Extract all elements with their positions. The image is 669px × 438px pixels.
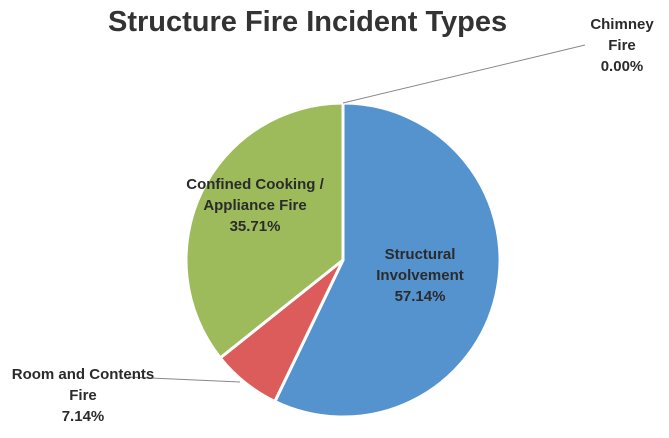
data-label: Structural Involvement 57.14% xyxy=(360,244,480,307)
category-label: Structural Involvement xyxy=(376,246,464,284)
leader-line xyxy=(127,376,241,383)
category-label: Chimney Fire xyxy=(590,16,654,54)
data-label: Confined Cooking / Appliance Fire 35.71% xyxy=(185,174,325,237)
category-label: Confined Cooking / Appliance Fire xyxy=(186,176,324,214)
data-label: Chimney Fire 0.00% xyxy=(582,14,662,77)
leader-line xyxy=(342,44,586,104)
chart-title: Structure Fire Incident Types xyxy=(108,6,508,38)
pie-slice xyxy=(184,101,345,360)
value-label: 7.14% xyxy=(61,408,105,425)
value-label: 35.71% xyxy=(229,218,281,235)
value-label: 0.00% xyxy=(600,58,644,75)
value-label: 57.14% xyxy=(394,288,446,305)
data-label: Room and Contents Fire 7.14% xyxy=(8,364,158,427)
pie-slice xyxy=(272,101,502,419)
category-label: Room and Contents Fire xyxy=(11,366,155,404)
